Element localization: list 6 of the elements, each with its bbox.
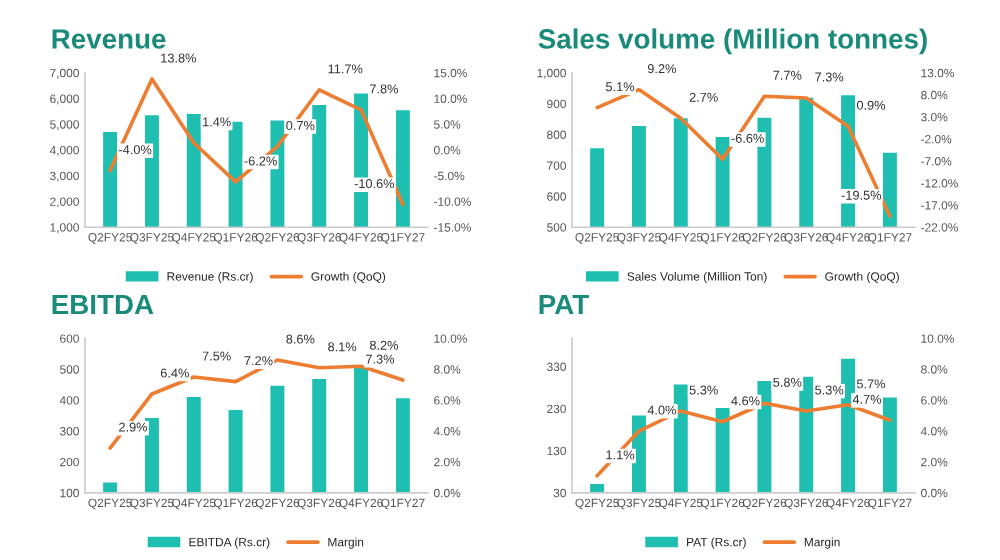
line-series [108,77,405,207]
line-series [108,358,405,450]
chart-title: EBITDA [52,294,154,315]
chart-title: Sales volume (Million tonnes) [538,28,927,55]
chart-title: PAT [539,294,589,315]
chart-title: Revenue [52,29,166,49]
